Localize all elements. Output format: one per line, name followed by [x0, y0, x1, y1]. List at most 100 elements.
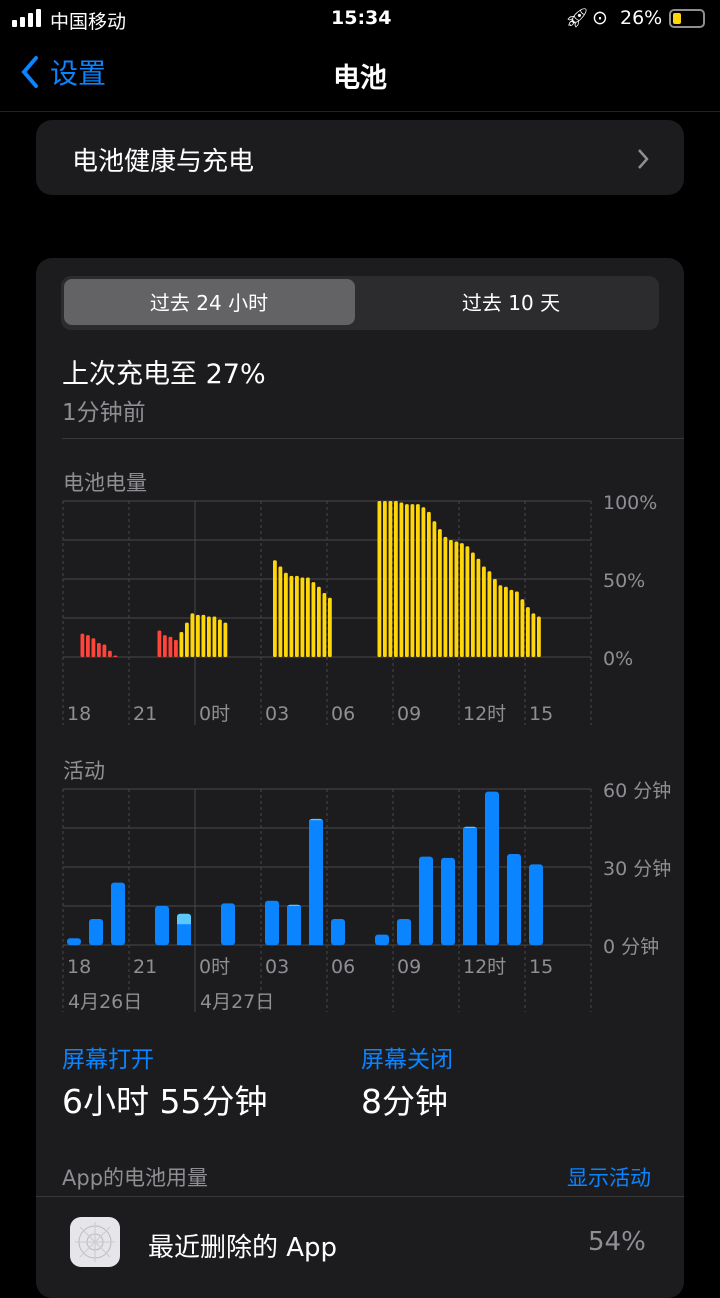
clock: 15:34: [331, 7, 392, 29]
y-tick-label: 60 分钟: [603, 780, 671, 802]
battery-bar: [300, 577, 305, 657]
screen-on-bar: [507, 854, 521, 945]
x-tick-label: 15: [529, 703, 553, 725]
status-bar: 中国移动 15:34 🚀︎ ⊙ 26%: [0, 0, 720, 40]
battery-bar: [443, 536, 448, 657]
battery-bar: [394, 501, 398, 657]
battery-bar: [295, 575, 299, 657]
screen-on-bar: [111, 882, 125, 945]
battery-bar: [185, 622, 189, 657]
battery-bar: [427, 511, 431, 657]
x-tick-label: 03: [265, 956, 289, 978]
battery-bar: [322, 593, 327, 657]
battery-bar: [91, 638, 96, 657]
battery-bar: [405, 504, 409, 657]
battery-bar: [289, 575, 294, 657]
battery-bar: [223, 622, 228, 657]
period-segmented-control: 过去 24 小时 过去 10 天: [61, 276, 659, 330]
y-tick-label: 0%: [603, 648, 633, 670]
date-label: 4月26日: [68, 991, 142, 1013]
battery-bar: [504, 586, 508, 657]
screen-on-bar: [397, 919, 411, 945]
screen-on-value: 6小时 55分钟: [62, 1082, 268, 1121]
battery-bar: [421, 507, 426, 657]
chevron-left-icon: [21, 56, 38, 88]
battery-bar: [416, 504, 420, 657]
screen-on-bar: [155, 906, 169, 945]
page-title: 电池: [333, 63, 387, 94]
battery-chart-title: 电池电量: [63, 471, 147, 495]
y-tick-label: 100%: [603, 492, 657, 514]
x-tick-label: 18: [67, 703, 91, 725]
screen-on-bar: [89, 919, 103, 945]
signal-icon: [12, 9, 41, 27]
battery-bar: [80, 633, 85, 657]
screen-on-bar: [463, 828, 477, 945]
app-row[interactable]: 最近删除的 App 54%: [36, 1197, 684, 1280]
x-tick-label: 09: [397, 703, 421, 725]
battery-bar: [509, 589, 514, 657]
screen-on-label: 屏幕打开: [62, 1047, 154, 1073]
carrier: 中国移动: [50, 11, 127, 33]
battery-health-label: 电池健康与充电: [72, 147, 255, 177]
last-charge-title: 上次充电至 27%: [62, 359, 266, 390]
charts: 100% 50% 0% 18 21 0时 03 06 09 12时 15 60 分钟 30 分钟 0 分钟…: [62, 492, 671, 1013]
rocket-icon: 🚀︎: [565, 7, 590, 29]
battery-bar: [278, 566, 283, 657]
x-tick-label: 09: [397, 956, 421, 978]
back-label: 设置: [50, 57, 107, 90]
x-tick-label: 06: [331, 956, 355, 978]
battery-bar: [174, 639, 178, 657]
screen-off-label: 屏幕关闭: [361, 1047, 453, 1073]
battery-bar: [482, 566, 486, 657]
x-tick-label: 15: [529, 956, 553, 978]
screen-on-bar: [375, 934, 389, 945]
screen-on-bar: [529, 864, 543, 945]
tab-10-days[interactable]: 过去 10 天: [461, 291, 561, 315]
x-tick-label: 18: [67, 956, 91, 978]
battery-bar: [388, 501, 393, 657]
battery-bar: [410, 504, 415, 657]
battery-bar: [218, 619, 222, 657]
divider: [62, 438, 684, 439]
battery-bar: [531, 613, 536, 657]
screen-on-bar: [221, 903, 235, 945]
x-tick-label: 0时: [199, 956, 230, 978]
battery-bar: [212, 616, 217, 657]
battery-bar: [190, 613, 195, 657]
battery-bar: [460, 543, 464, 657]
x-tick-label: 21: [133, 956, 157, 978]
battery-bar: [168, 636, 173, 657]
app-name: 最近删除的 App: [148, 1233, 338, 1263]
battery-bar: [163, 635, 167, 657]
battery-bar: [438, 529, 442, 657]
x-tick-label: 0时: [199, 703, 230, 725]
screen-on-bar: [485, 791, 499, 945]
battery-bar: [102, 644, 107, 657]
screen-on-bar: [265, 900, 279, 945]
battery-bar: [449, 540, 453, 657]
screen-on-bar: [287, 906, 301, 945]
battery-bar: [317, 586, 321, 657]
battery-health-row[interactable]: 电池健康与充电: [36, 120, 684, 195]
battery-bar: [108, 650, 112, 657]
date-label: 4月27日: [200, 991, 274, 1013]
battery-bar: [493, 579, 497, 657]
app-percent: 54%: [588, 1227, 646, 1257]
battery-bar: [515, 591, 519, 657]
screen-on-bar: [331, 919, 345, 945]
last-charge-time: 1分钟前: [62, 400, 146, 426]
x-tick-label: 21: [133, 703, 157, 725]
battery-bar: [201, 614, 206, 657]
navigation-bar: 设置 电池: [0, 40, 720, 112]
battery-bar: [383, 501, 387, 657]
battery-icon: [669, 9, 705, 28]
tab-24-hours[interactable]: 过去 24 小时: [149, 291, 269, 315]
show-activity-button[interactable]: 显示活动: [567, 1166, 651, 1190]
battery-bar: [113, 655, 118, 657]
back-button[interactable]: 设置: [20, 52, 106, 92]
orientation-lock-icon: ⊙: [592, 7, 608, 29]
screen-on-bar: [67, 938, 81, 945]
app-icon: [70, 1217, 120, 1267]
y-tick-label: 0 分钟: [603, 936, 659, 958]
